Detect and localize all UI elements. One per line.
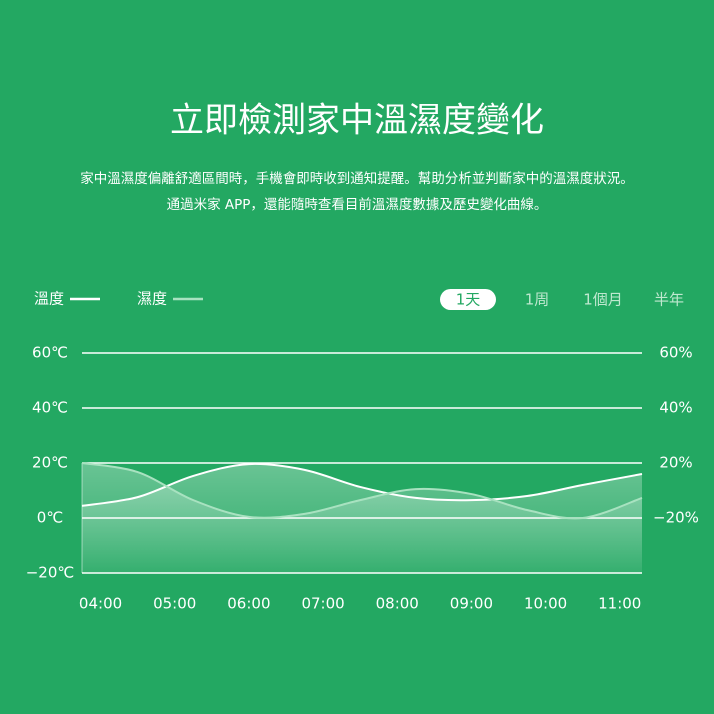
right-axis-label: 40% [659,399,692,417]
x-tick-label: 08:00 [376,595,419,613]
y-tick-label: 20℃ [32,454,68,472]
legend-label: 溫度 [34,290,64,308]
tab[interactable]: 半年 [654,291,684,309]
y-tick-label: 60℃ [32,344,68,362]
x-tick-label: 05:00 [153,595,196,613]
x-tick-label: 07:00 [301,595,344,613]
x-tick-label: 06:00 [227,595,270,613]
tab[interactable]: 1周 [525,291,550,309]
subtitle: 通過米家 APP，還能隨時查看目前溫濕度數據及歷史變化曲線。 [167,196,548,213]
y-tick-label: 0℃ [37,509,63,527]
line [81,462,643,507]
right-axis-label: −20% [653,509,699,527]
right-axis-label: 60% [659,344,692,362]
tab-pill[interactable] [440,289,496,310]
y-tick-label: 40℃ [32,399,68,417]
y-tick-label: −20℃ [26,564,75,582]
x-tick-label: 09:00 [450,595,493,613]
title: 立即檢測家中溫濕度變化 [170,101,544,141]
tab[interactable]: 1天 [456,291,481,309]
line [81,462,643,520]
tab[interactable]: 1個月 [583,291,623,309]
x-tick-label: 10:00 [524,595,567,613]
x-tick-label: 04:00 [79,595,122,613]
area [82,463,642,573]
x-tick-label: 11:00 [598,595,641,613]
subtitle: 家中溫濕度偏離舒適區間時，手機會即時收到通知提醒。幫助分析並判斷家中的溫濕度狀況… [80,170,634,187]
right-axis-label: 20% [659,454,692,472]
legend-label: 濕度 [137,290,167,308]
